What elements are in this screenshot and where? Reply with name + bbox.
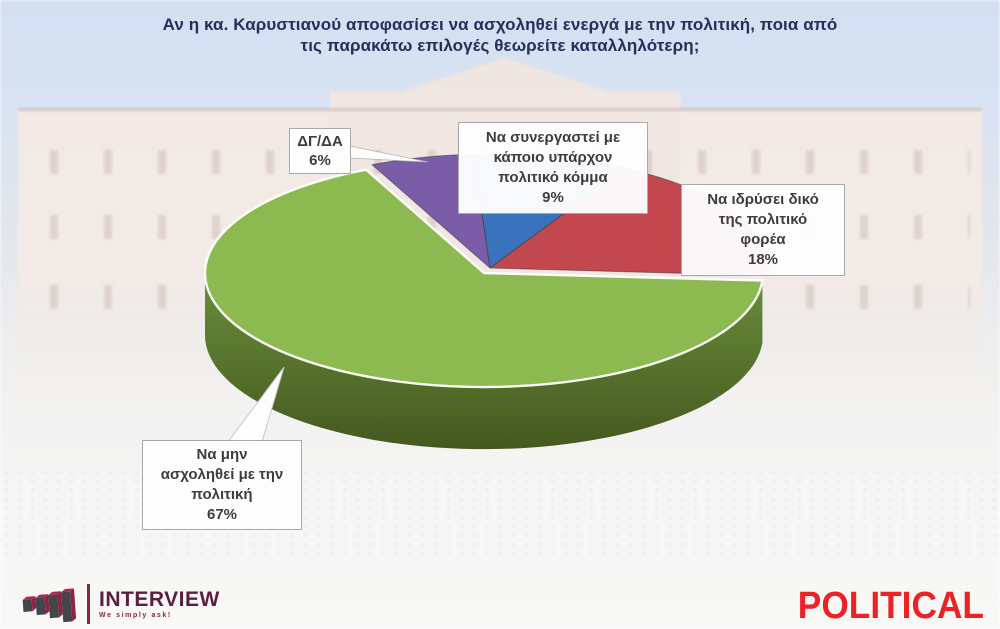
callout-label: πολιτικό κόμμα bbox=[498, 169, 608, 186]
callout-percent: 67% bbox=[206, 506, 238, 523]
callout-dgda: ΔΓ/ΔΑ 6% bbox=[289, 128, 351, 174]
chart-title-line1: Αν η κα. Καρυστιανού αποφασίσει να ασχολ… bbox=[162, 15, 838, 34]
chart-title-line2: τις παρακάτω επιλογές θεωρείτε καταλληλό… bbox=[300, 36, 700, 55]
interview-tagline: We simply ask! bbox=[99, 612, 172, 619]
callout-percent: 6% bbox=[309, 152, 331, 169]
interview-logo: INTERVIEW We simply ask! bbox=[22, 582, 220, 626]
parliament-cornice bbox=[18, 108, 982, 111]
logo-divider bbox=[87, 584, 90, 624]
interview-wordmark: INTERVIEW bbox=[99, 588, 220, 611]
leader-line-dgda bbox=[349, 145, 429, 163]
pie-rim bbox=[204, 273, 763, 450]
political-logo: POLITICAL bbox=[797, 583, 984, 627]
pie-slice-not-engage bbox=[203, 168, 764, 389]
callout-label: πολιτική bbox=[191, 486, 253, 503]
callout-percent: 9% bbox=[542, 189, 564, 206]
chart-title: Αν η κα. Καρυστιανού αποφασίσει να ασχολ… bbox=[0, 14, 1000, 56]
parliament-pediment bbox=[393, 58, 617, 94]
callout-cooperate-existing-party: Να συνεργαστεί με κάποιο υπάρχον πολιτικ… bbox=[458, 122, 648, 214]
callout-label: φορέα bbox=[740, 231, 786, 248]
callout-label: της πολιτικό bbox=[718, 211, 808, 228]
callout-found-own-party: Να ιδρύσει δικό της πολιτικό φορέα 18% bbox=[681, 184, 845, 276]
callout-label: Να ιδρύσει δικό bbox=[707, 191, 819, 208]
callout-not-engage: Να μην ασχοληθεί με την πολιτική 67% bbox=[142, 440, 302, 530]
callout-label: ΔΓ/ΔΑ bbox=[297, 133, 343, 150]
callout-label: Να μην bbox=[196, 446, 248, 463]
callout-label: ασχοληθεί με την bbox=[160, 466, 284, 483]
callout-label: Να συνεργαστεί με bbox=[485, 129, 621, 146]
callout-percent: 18% bbox=[747, 251, 779, 268]
bar-chart-icon bbox=[22, 588, 77, 623]
callout-label: κάποιο υπάρχον bbox=[493, 149, 613, 166]
